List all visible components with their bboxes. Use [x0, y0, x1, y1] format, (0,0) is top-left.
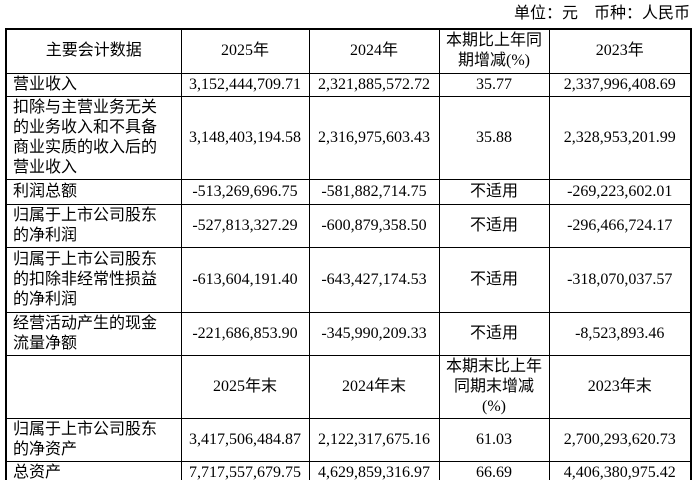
header-year-2025: 2025年 — [180, 28, 310, 74]
table-row-revenue: 营业收入 3,152,444,709.71 2,321,885,572.72 3… — [5, 72, 692, 97]
value-2025: 3,417,506,484.87 — [180, 417, 310, 462]
value-2024: 2,321,885,572.72 — [308, 72, 440, 97]
table-row-total-profit: 利润总额 -513,269,696.75 -581,882,714.75 不适用… — [5, 178, 692, 205]
value-2024: -345,990,209.33 — [308, 311, 440, 356]
value-2023: 2,700,293,620.73 — [548, 417, 692, 462]
row-label: 利润总额 — [5, 178, 182, 205]
row-label: 归属于上市公司股东的净资产 — [5, 417, 182, 462]
table-header-row-2: 2025年末 2024年末 本期末比上年同期末增减(%) 2023年末 — [5, 354, 692, 419]
header-metric: 主要会计数据 — [5, 28, 182, 74]
value-change: 不适用 — [438, 178, 550, 205]
value-change: 66.69 — [438, 460, 550, 480]
value-2023: 2,337,996,408.69 — [548, 72, 692, 97]
row-label: 经营活动产生的现金流量净额 — [5, 311, 182, 356]
value-2025: -527,813,327.29 — [180, 203, 310, 248]
value-2024: -600,879,358.50 — [308, 203, 440, 248]
value-2023: -296,466,724.17 — [548, 203, 692, 248]
value-2025: -221,686,853.90 — [180, 311, 310, 356]
table-header-row-1: 主要会计数据 2025年 2024年 本期比上年同期增减(%) 2023年 — [5, 28, 692, 74]
header-year-2024: 2024年 — [308, 28, 440, 74]
value-2025: 3,148,403,194.58 — [180, 95, 310, 180]
value-2023: 4,406,380,975.42 — [548, 460, 692, 480]
row-label: 营业收入 — [5, 72, 182, 97]
row-label: 扣除与主营业务无关的业务收入和不具备商业实质的收入后的营业收入 — [5, 95, 182, 180]
key-accounting-data-table: 主要会计数据 2025年 2024年 本期比上年同期增减(%) 2023年 营业… — [5, 28, 692, 480]
table-row-operating-cash-flow: 经营活动产生的现金流量净额 -221,686,853.90 -345,990,2… — [5, 311, 692, 356]
row-label: 归属于上市公司股东的净利润 — [5, 203, 182, 248]
header-end-2025: 2025年末 — [180, 354, 310, 419]
value-2025: 7,717,557,679.75 — [180, 460, 310, 480]
row-label: 归属于上市公司股东的扣除非经常性损益的净利润 — [5, 246, 182, 313]
value-change: 不适用 — [438, 203, 550, 248]
value-change: 61.03 — [438, 417, 550, 462]
value-change: 不适用 — [438, 246, 550, 313]
header-end-2023: 2023年末 — [548, 354, 692, 419]
value-2024: -643,427,174.53 — [308, 246, 440, 313]
header-empty — [5, 354, 182, 419]
table-row-net-profit-excl-nonrecurring: 归属于上市公司股东的扣除非经常性损益的净利润 -613,604,191.40 -… — [5, 246, 692, 313]
value-2024: -581,882,714.75 — [308, 178, 440, 205]
header-end-2024: 2024年末 — [308, 354, 440, 419]
table-row-total-assets: 总资产 7,717,557,679.75 4,629,859,316.97 66… — [5, 460, 692, 480]
value-change: 不适用 — [438, 311, 550, 356]
table-row-net-profit: 归属于上市公司股东的净利润 -527,813,327.29 -600,879,3… — [5, 203, 692, 248]
header-year-2023: 2023年 — [548, 28, 692, 74]
value-2025: 3,152,444,709.71 — [180, 72, 310, 97]
value-2024: 2,122,317,675.16 — [308, 417, 440, 462]
row-label: 总资产 — [5, 460, 182, 480]
table-row-net-assets: 归属于上市公司股东的净资产 3,417,506,484.87 2,122,317… — [5, 417, 692, 462]
value-2025: -613,604,191.40 — [180, 246, 310, 313]
value-2023: -318,070,037.57 — [548, 246, 692, 313]
value-2023: -269,223,602.01 — [548, 178, 692, 205]
table-row-revenue-after-deduction: 扣除与主营业务无关的业务收入和不具备商业实质的收入后的营业收入 3,148,40… — [5, 95, 692, 180]
value-2024: 2,316,975,603.43 — [308, 95, 440, 180]
value-change: 35.88 — [438, 95, 550, 180]
value-2025: -513,269,696.75 — [180, 178, 310, 205]
header-change-pct: 本期比上年同期增减(%) — [438, 28, 550, 74]
value-2024: 4,629,859,316.97 — [308, 460, 440, 480]
value-change: 35.77 — [438, 72, 550, 97]
value-2023: -8,523,893.46 — [548, 311, 692, 356]
header-end-change-pct: 本期末比上年同期末增减(%) — [438, 354, 550, 419]
unit-currency-label: 单位：元 币种：人民币 — [513, 5, 690, 22]
value-2023: 2,328,953,201.99 — [548, 95, 692, 180]
